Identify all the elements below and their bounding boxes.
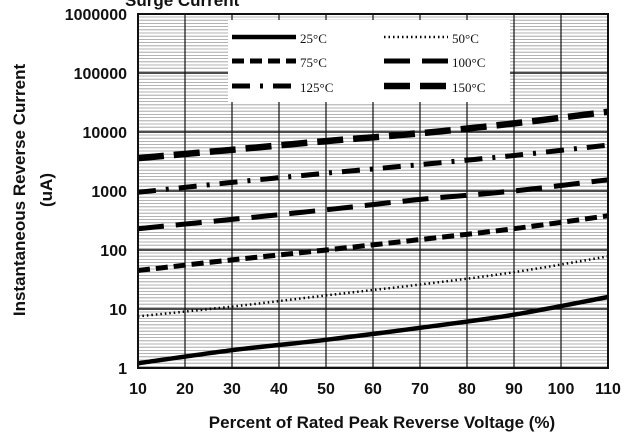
legend-label-125c: 125°C xyxy=(300,80,333,95)
legend: 25°C 50°C 75°C 100°C 125°C 150°C xyxy=(228,20,510,102)
chart-title: Surge Current xyxy=(125,0,240,10)
x-tick-label: 30 xyxy=(223,381,241,398)
x-tick-label: 10 xyxy=(129,381,147,398)
x-tick-labels: 10 20 30 40 50 60 70 80 90 100 110 xyxy=(129,381,621,398)
x-tick-label: 80 xyxy=(458,381,476,398)
legend-label-75c: 75°C xyxy=(300,55,327,70)
y-tick-label: 10000 xyxy=(83,125,128,142)
y-axis-label-line1: Instantaneous Reverse Current xyxy=(10,64,29,317)
y-tick-label: 1000 xyxy=(91,184,127,201)
x-tick-label: 110 xyxy=(595,381,621,398)
x-tick-label: 50 xyxy=(317,381,335,398)
legend-label-50c: 50°C xyxy=(452,31,479,46)
legend-label-150c: 150°C xyxy=(452,80,485,95)
y-tick-label: 10 xyxy=(109,302,127,319)
x-axis-label: Percent of Rated Peak Reverse Voltage (%… xyxy=(209,413,555,432)
y-tick-label: 100000 xyxy=(74,66,127,83)
y-tick-label: 100 xyxy=(100,243,127,260)
x-tick-label: 70 xyxy=(411,381,429,398)
x-tick-label: 40 xyxy=(270,381,288,398)
y-axis-label-line2: (uA) xyxy=(37,173,56,207)
y-tick-labels: 1 10 100 1000 10000 100000 1000000 xyxy=(65,7,127,378)
legend-label-25c: 25°C xyxy=(300,31,327,46)
x-tick-label: 60 xyxy=(364,381,382,398)
x-tick-label: 90 xyxy=(505,381,523,398)
legend-label-100c: 100°C xyxy=(452,55,485,70)
x-tick-label: 20 xyxy=(176,381,194,398)
y-tick-label: 1000000 xyxy=(65,7,127,24)
y-tick-label: 1 xyxy=(118,361,127,378)
x-tick-label: 100 xyxy=(548,381,575,398)
